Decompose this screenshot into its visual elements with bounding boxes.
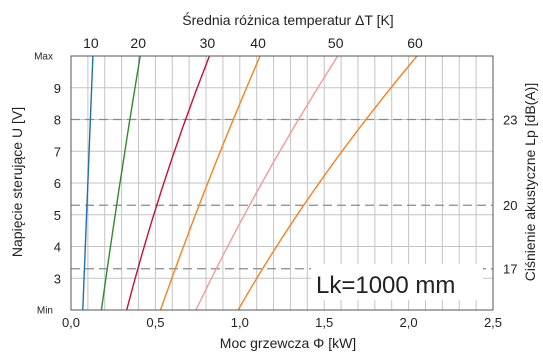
x-tick-label: 1,5 <box>315 315 333 330</box>
series-label-10: 10 <box>83 35 99 51</box>
series-labels: 10 20 30 40 50 60 <box>83 35 423 51</box>
x-tick-label: 2,5 <box>484 315 502 330</box>
tick-labels: 0,0 0,5 1,0 1,5 2,0 2,5 Min 3 4 5 6 7 8 9 Max 17 20 23 <box>34 52 517 331</box>
right-tick-label: 20 <box>503 198 517 213</box>
y-tick-label: 3 <box>54 271 61 286</box>
y-tick-label: 6 <box>54 176 61 191</box>
series-group <box>82 55 418 311</box>
y-tick-label: Max <box>34 52 53 63</box>
plot-frame <box>70 55 494 311</box>
series-label-30: 30 <box>200 35 216 51</box>
series-label-40: 40 <box>250 35 266 51</box>
y-tick-label: Min <box>37 306 53 317</box>
annotation-text: Lk=1000 mm <box>316 272 455 299</box>
right-tick-label: 23 <box>503 113 517 128</box>
series-line-30 <box>126 55 211 311</box>
y-tick-label: 4 <box>54 240 61 255</box>
y-tick-label: 9 <box>54 81 61 96</box>
y-tick-label: 5 <box>54 208 61 223</box>
y-tick-label: 7 <box>54 144 61 159</box>
x-tick-label: 0,5 <box>146 315 164 330</box>
y-tick-label: 8 <box>54 113 61 128</box>
x-axis-label: Moc grzewcza Φ [kW] <box>220 335 356 351</box>
y2-axis-label: Ciśnienie akustyczne Lp [dB(A)] <box>522 83 538 281</box>
annotation-background <box>311 264 483 300</box>
series-label-50: 50 <box>328 35 344 51</box>
x-tick-label: 1,0 <box>231 315 249 330</box>
y-axis-label: Napięcie sterujące U [V] <box>9 107 25 257</box>
x-tick-label: 0,0 <box>62 315 80 330</box>
right-tick-label: 17 <box>503 262 517 277</box>
series-line-10 <box>82 55 94 311</box>
series-line-50 <box>195 55 339 311</box>
x-tick-label: 2,0 <box>400 315 418 330</box>
series-line-40 <box>159 55 261 311</box>
series-line-60 <box>237 55 418 311</box>
chart-title: Średnia różnica temperatur ΔT [K] <box>182 11 393 28</box>
series-label-20: 20 <box>130 35 146 51</box>
series-line-20 <box>100 55 141 311</box>
series-label-60: 60 <box>407 35 423 51</box>
